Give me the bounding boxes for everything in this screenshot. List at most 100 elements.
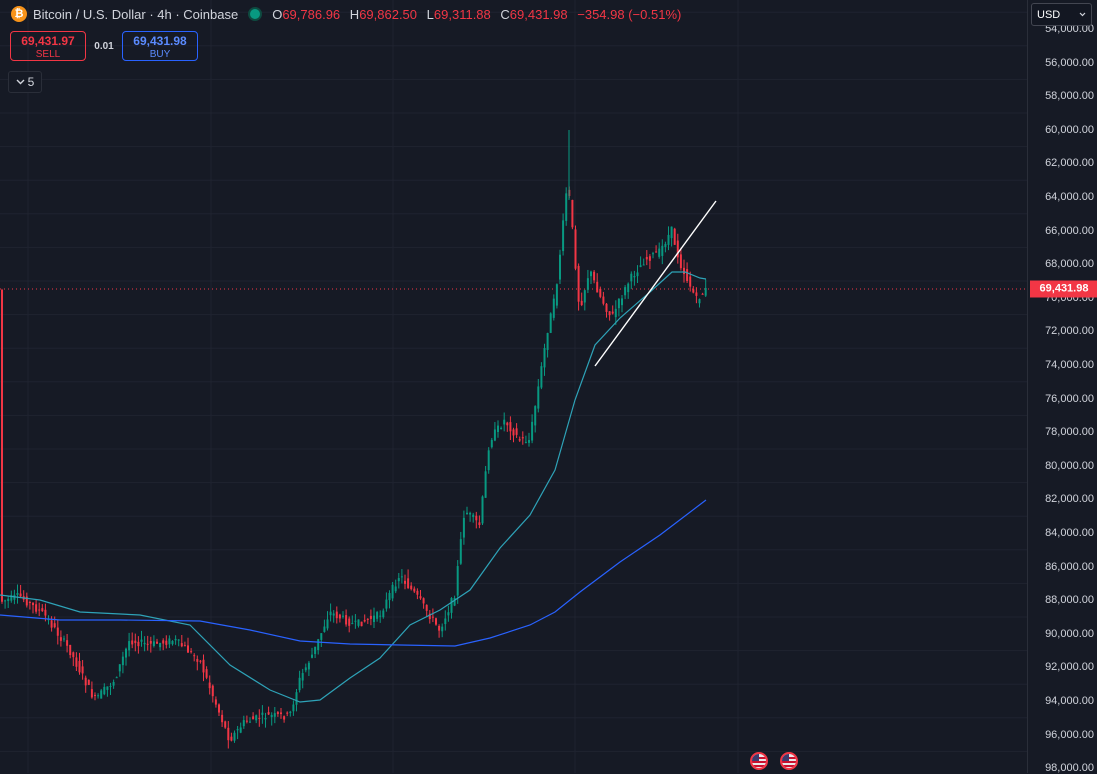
us-flag-icon[interactable]: [780, 752, 798, 770]
candle-body: [280, 712, 282, 715]
candle-body: [385, 599, 388, 609]
candle-body: [586, 278, 589, 290]
buy-label: BUY: [149, 49, 171, 60]
trendline[interactable]: [594, 200, 717, 367]
candle-body: [7, 598, 10, 602]
candle-body: [664, 243, 667, 247]
price-axis-label: 90,000.00: [1045, 627, 1094, 640]
candle-body: [552, 298, 555, 318]
candle-body: [692, 289, 695, 293]
sell-label: SELL: [35, 49, 61, 60]
sell-button[interactable]: 69,431.97 SELL: [10, 31, 86, 61]
candle-body: [661, 245, 664, 256]
candle-body: [32, 602, 34, 606]
candle-body: [28, 602, 31, 604]
price-axis-label: 82,000.00: [1045, 493, 1094, 506]
price-axis-label: 56,000.00: [1045, 56, 1094, 69]
candle-body: [261, 712, 264, 715]
indicators-count: 5: [27, 75, 35, 89]
price-axis-label: 86,000.00: [1045, 560, 1094, 573]
candle-body: [648, 256, 651, 261]
candle-body: [549, 313, 552, 333]
candle-body: [90, 689, 93, 698]
currency-select[interactable]: USD: [1031, 3, 1092, 26]
candle-body: [221, 714, 224, 723]
candle-body: [425, 604, 428, 611]
candle-body: [298, 677, 301, 691]
moving-average-fast: [0, 271, 707, 703]
candle-body: [608, 311, 611, 316]
candle-body: [636, 272, 639, 277]
indicators-toggle-button[interactable]: 5: [8, 71, 42, 93]
candle-body: [94, 694, 96, 696]
candle-body: [658, 248, 661, 257]
candle-body: [431, 616, 434, 618]
candle-body: [617, 298, 620, 309]
candle-body: [633, 276, 636, 278]
candle-body: [38, 609, 41, 611]
candle-body: [562, 220, 565, 252]
candle-body: [165, 640, 168, 645]
candle-body: [106, 686, 109, 690]
price-axis-label: 92,000.00: [1045, 661, 1094, 674]
candle-body: [332, 613, 335, 616]
candle-body: [338, 614, 341, 619]
us-flag-icon[interactable]: [750, 752, 768, 770]
candle-body: [50, 620, 53, 628]
candle-body: [397, 578, 400, 582]
candle-body: [323, 626, 326, 632]
candle-body: [47, 619, 50, 621]
price-axis-label: 60,000.00: [1045, 123, 1094, 136]
candle-body: [81, 666, 84, 674]
candle-body: [16, 593, 19, 595]
chevron-down-icon: [16, 79, 25, 85]
candle-body: [25, 596, 28, 606]
candle-body: [156, 641, 158, 644]
candle-body: [577, 265, 580, 302]
candle-body: [500, 427, 503, 429]
candle-body: [689, 276, 692, 287]
chart-area[interactable]: [0, 0, 1027, 773]
candle-body: [515, 428, 518, 435]
candle-body: [236, 729, 239, 731]
candle-body: [264, 718, 267, 720]
symbol-title[interactable]: Bitcoin / U.S. Dollar · 4h · Coinbase: [33, 6, 239, 22]
candle-body: [416, 590, 419, 595]
candle-body: [289, 711, 292, 713]
price-axis-label: 78,000.00: [1045, 426, 1094, 439]
candle-body: [422, 598, 425, 604]
currency-value: USD: [1037, 8, 1061, 21]
candle-body: [627, 283, 630, 293]
candle-body: [540, 366, 543, 388]
candle-body: [19, 593, 22, 597]
candle-body: [273, 713, 276, 717]
candle-body: [1, 289, 3, 602]
candle-body: [602, 296, 605, 304]
price-axis-label: 84,000.00: [1045, 527, 1094, 539]
market-status-icon[interactable]: [248, 7, 263, 21]
candle-body: [450, 598, 453, 613]
candle-body: [152, 641, 155, 646]
candle-body: [137, 641, 140, 647]
candle-body: [546, 333, 549, 350]
candle-body: [44, 609, 47, 616]
candle-body: [366, 618, 369, 620]
price-axis-label: 88,000.00: [1045, 594, 1094, 607]
candle-body: [304, 667, 307, 671]
candle-body: [673, 228, 676, 245]
candle-body: [214, 699, 217, 705]
candle-body: [400, 576, 403, 578]
candle-body: [518, 439, 521, 441]
price-axis[interactable]: 54,000.00 56,000.00 58,000.00 60,000.00 62,0…: [1027, 0, 1097, 774]
buy-button[interactable]: 69,431.98 BUY: [122, 31, 198, 61]
price-chart[interactable]: [0, 0, 1027, 773]
candle-body: [394, 586, 397, 592]
candle-body: [202, 659, 205, 673]
candle-body: [571, 199, 574, 228]
candle-body: [205, 669, 208, 678]
candle-body: [391, 584, 394, 599]
candle-body: [125, 648, 127, 658]
last-price-label: 69,431.98: [1030, 280, 1097, 298]
candle-body: [53, 623, 56, 628]
candle-body: [521, 437, 524, 439]
